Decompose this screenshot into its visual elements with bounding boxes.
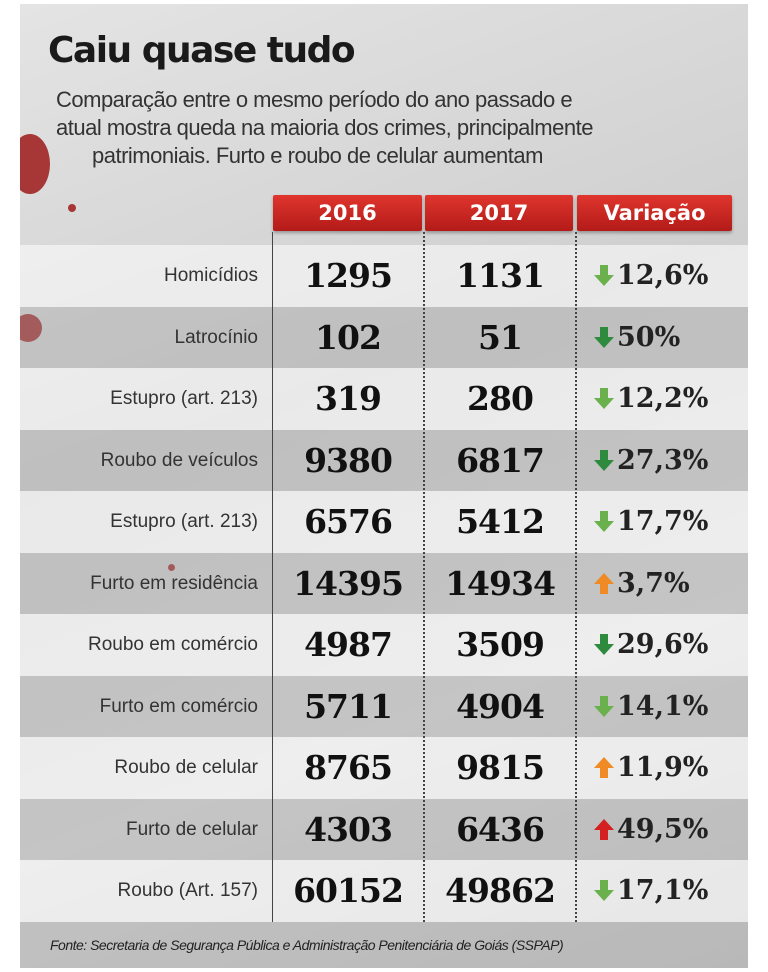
table-row: Roubo de veículos 9380 6817 27,3% <box>20 429 748 492</box>
row-label: Estupro (art. 213) <box>110 511 258 532</box>
value-2017: 3509 <box>456 625 545 664</box>
arrow-down-icon <box>594 880 614 902</box>
row-label: Roubo (Art. 157) <box>117 880 258 901</box>
value-2016: 102 <box>315 317 382 357</box>
value-2017: 4904 <box>456 686 545 726</box>
value-2017: 6817 <box>456 440 545 480</box>
arrow-up-icon <box>594 757 614 779</box>
table-row: Latrocínio 102 51 50% <box>20 306 748 369</box>
variation-cell: 14,1% <box>593 676 708 738</box>
row-label: Estupro (art. 213) <box>110 388 258 409</box>
value-2016: 1295 <box>304 256 393 295</box>
infographic: Caiu quase tudo Comparação entre o mesmo… <box>20 4 748 968</box>
subtitle: Comparação entre o mesmo período do ano … <box>56 86 746 170</box>
row-label: Furto de celular <box>125 818 258 840</box>
value-2016: 4303 <box>304 809 393 849</box>
variation-value: 11,9% <box>617 752 709 783</box>
variation-value: 49,5% <box>617 813 709 845</box>
variation-value: 50% <box>617 321 681 353</box>
table-row: Furto de celular 4303 6436 49,5% <box>20 798 748 861</box>
arrow-down-icon <box>594 511 614 533</box>
variation-cell: 27,3% <box>593 430 708 492</box>
table-row: Furto em comércio 5711 4904 14,1% <box>20 675 748 738</box>
blood-splatter <box>20 314 42 342</box>
table-row: Roubo de celular 8765 9815 11,9% <box>20 737 748 799</box>
table-row: Homicídios 1295 1131 12,6% <box>20 245 748 307</box>
variation-value: 14,1% <box>617 690 709 722</box>
column-divider <box>575 232 577 922</box>
variation-cell: 12,2% <box>593 368 708 430</box>
value-2017: 14934 <box>445 563 556 603</box>
table-row: Roubo (Art. 157) 60152 49862 17,1% <box>20 860 748 922</box>
column-divider <box>423 232 425 922</box>
variation-value: 17,7% <box>617 506 709 537</box>
column-header-2016: 2016 <box>273 195 422 231</box>
variation-cell: 49,5% <box>593 799 708 861</box>
table-row: Roubo em comércio 4987 3509 29,6% <box>20 614 748 676</box>
variation-value: 12,6% <box>617 260 709 291</box>
table-row: Estupro (art. 213) 319 280 12,2% <box>20 368 748 430</box>
value-2016: 319 <box>315 379 382 418</box>
arrow-up-icon <box>594 572 614 594</box>
row-label: Latrocínio <box>174 326 258 348</box>
blood-splatter <box>168 564 175 571</box>
table-row: Estupro (art. 213) 6576 5412 17,7% <box>20 491 748 553</box>
arrow-down-icon <box>594 634 614 656</box>
blood-splatter <box>20 134 50 194</box>
value-2016: 4987 <box>304 625 393 664</box>
value-2017: 49862 <box>445 871 556 910</box>
value-2017: 51 <box>478 317 523 357</box>
variation-value: 27,3% <box>617 444 709 476</box>
variation-value: 17,1% <box>617 875 709 906</box>
source-note: Fonte: Secretaria de Segurança Pública e… <box>20 922 748 968</box>
arrow-up-icon <box>594 818 614 840</box>
arrow-down-icon <box>594 326 614 348</box>
row-label: Furto em residência <box>90 572 258 594</box>
column-header-2017: 2017 <box>425 195 573 231</box>
value-2016: 14395 <box>293 563 404 603</box>
variation-cell: 11,9% <box>593 737 708 799</box>
row-label: Furto em comércio <box>99 695 258 717</box>
variation-cell: 29,6% <box>593 614 708 676</box>
variation-cell: 17,7% <box>593 491 708 553</box>
subtitle-line: atual mostra queda na maioria dos crimes… <box>56 115 593 140</box>
table-row: Furto em residência 14395 14934 3,7% <box>20 552 748 615</box>
blood-splatter <box>68 204 76 212</box>
value-2017: 5412 <box>456 502 545 541</box>
value-2016: 6576 <box>304 502 393 541</box>
variation-value: 12,2% <box>617 383 709 414</box>
row-label: Roubo em comércio <box>87 634 258 655</box>
value-2017: 6436 <box>456 809 545 849</box>
value-2017: 280 <box>467 379 534 418</box>
subtitle-line: patrimoniais. Furto e roubo de celular a… <box>92 143 543 168</box>
row-label: Roubo de veículos <box>100 449 258 471</box>
value-2016: 8765 <box>304 748 393 787</box>
variation-value: 3,7% <box>617 567 690 599</box>
value-2017: 1131 <box>456 256 545 295</box>
variation-cell: 3,7% <box>593 553 690 615</box>
value-2017: 9815 <box>456 748 545 787</box>
column-header-variation: Variação <box>577 195 732 231</box>
value-2016: 5711 <box>304 686 393 726</box>
variation-cell: 12,6% <box>593 245 708 307</box>
arrow-down-icon <box>594 695 614 717</box>
arrow-down-icon <box>594 449 614 471</box>
variation-value: 29,6% <box>617 629 709 660</box>
variation-cell: 17,1% <box>593 860 708 922</box>
variation-cell: 50% <box>593 307 680 369</box>
value-2016: 60152 <box>293 871 404 910</box>
value-2016: 9380 <box>304 440 393 480</box>
arrow-down-icon <box>594 265 614 287</box>
subtitle-line: Comparação entre o mesmo período do ano … <box>56 87 573 112</box>
column-divider <box>272 232 273 922</box>
row-label: Roubo de celular <box>114 757 258 778</box>
arrow-down-icon <box>594 388 614 410</box>
row-label: Homicídios <box>164 265 258 286</box>
title: Caiu quase tudo <box>48 30 356 71</box>
